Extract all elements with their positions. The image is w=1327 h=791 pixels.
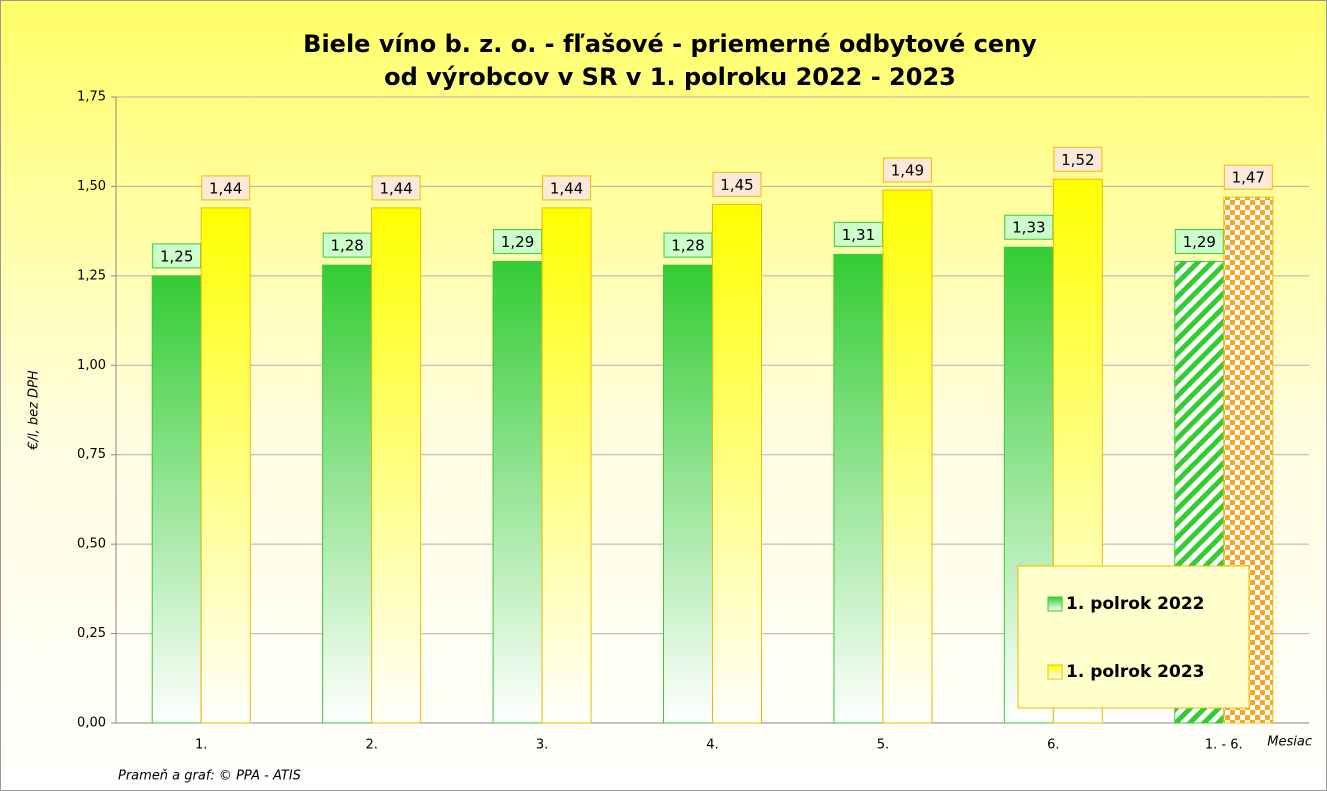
value-label: 1,44 — [209, 179, 242, 197]
value-label-box — [371, 175, 421, 201]
y-tick-label: 0,25 — [77, 626, 106, 641]
legend-swatch — [1047, 596, 1063, 612]
y-tick-label: 0,00 — [77, 716, 106, 731]
value-label: 1,33 — [1012, 219, 1045, 237]
value-label-box — [663, 232, 713, 258]
value-label: 1,31 — [842, 226, 875, 244]
value-label: 1,45 — [720, 176, 753, 194]
x-tick-label: 1. - 6. — [1205, 738, 1243, 753]
value-label: 1,52 — [1061, 151, 1094, 169]
bar — [200, 207, 251, 724]
y-tick-label: 1,00 — [77, 358, 106, 373]
value-label: 1,25 — [160, 247, 193, 265]
bar — [712, 203, 762, 724]
value-label: 1,44 — [379, 179, 412, 197]
value-label-box — [712, 171, 762, 197]
value-label: 1,47 — [1232, 169, 1265, 187]
bar — [151, 275, 202, 724]
bar — [882, 189, 933, 724]
x-tick-label: 1. — [195, 738, 207, 753]
value-label-box — [833, 221, 883, 247]
value-label: 1,28 — [671, 237, 704, 255]
bar — [322, 264, 373, 724]
bar — [371, 207, 422, 724]
y-tick-label: 0,75 — [77, 447, 106, 462]
legend-swatch — [1047, 664, 1063, 680]
source: Prameň a graf: © PPA - ATIS — [118, 769, 301, 784]
value-label-box — [882, 157, 932, 183]
legend-label: 1. polrok 2022 — [1066, 594, 1204, 614]
value-label-box — [1174, 229, 1224, 255]
value-label: 1,28 — [330, 237, 363, 255]
x-tick-label: 6. — [1047, 738, 1059, 753]
value-label: 1,29 — [1183, 233, 1216, 251]
y-tick-label: 1,25 — [77, 268, 106, 283]
x-tick-label: 2. — [365, 738, 377, 753]
value-label-box — [1004, 214, 1054, 240]
value-label: 1,44 — [550, 179, 583, 197]
value-label-box — [1053, 146, 1103, 172]
legend — [1017, 565, 1250, 709]
x-tick-label: 4. — [706, 738, 718, 753]
x-tick-label: 5. — [877, 738, 889, 753]
legend-label: 1. polrok 2023 — [1066, 662, 1204, 682]
bar — [492, 261, 543, 724]
x-axis-label: Mesiac — [1267, 735, 1312, 750]
y-axis-label: €/l, bez DPH — [27, 370, 42, 451]
chart-title: od výrobcov v SR v 1. polroku 2022 - 202… — [384, 63, 956, 91]
bar — [663, 264, 713, 724]
value-label-box — [201, 175, 251, 201]
y-tick-label: 0,50 — [77, 537, 106, 552]
value-label: 1,49 — [891, 162, 924, 180]
value-label: 1,29 — [501, 233, 534, 251]
chart-title: Biele víno b. z. o. - fľašové - priemern… — [303, 30, 1037, 58]
value-label-box — [542, 175, 592, 201]
value-label-box — [152, 243, 202, 269]
y-tick-label: 1,75 — [77, 90, 106, 105]
y-tick-label: 1,50 — [77, 179, 106, 194]
value-label-box — [322, 232, 372, 258]
value-label-box — [1223, 164, 1273, 190]
value-label-box — [493, 229, 543, 255]
x-tick-label: 3. — [536, 738, 548, 753]
bar — [833, 253, 884, 724]
bar — [541, 207, 592, 724]
